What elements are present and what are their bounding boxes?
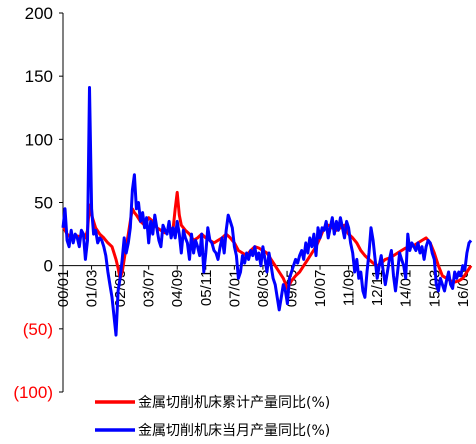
series-line-cumulative bbox=[61, 190, 473, 290]
x-tick-label: 04/09 bbox=[169, 270, 186, 308]
x-tick-label: 08/03 bbox=[255, 270, 272, 308]
x-tick-label: 01/03 bbox=[84, 270, 101, 308]
x-tick-label: 11/09 bbox=[341, 270, 358, 306]
series-lines bbox=[61, 86, 473, 337]
x-tick-label: 00/01 bbox=[55, 270, 72, 308]
y-tick-label: 50 bbox=[34, 194, 53, 213]
y-tick-labels: 200 150 100 50 0 (50) (100) bbox=[13, 4, 63, 402]
legend-label: 金属切削机床当月产量同比(%) bbox=[138, 423, 330, 439]
x-tick-label: 10/07 bbox=[312, 270, 329, 308]
x-tick-label: 05/11 bbox=[198, 270, 215, 306]
x-tick-label: 14/01 bbox=[398, 270, 415, 308]
y-tick-label: 200 bbox=[25, 4, 53, 23]
y-tick-label: (50) bbox=[23, 320, 53, 339]
legend-label: 金属切削机床累计产量同比(%) bbox=[138, 395, 330, 411]
y-tick-label: 100 bbox=[25, 130, 53, 149]
x-tick-labels: 00/01 01/03 02/05 03/07 04/09 05/11 07/01 08/03… bbox=[55, 265, 472, 308]
x-tick-label: 12/11 bbox=[369, 270, 386, 306]
y-tick-label: (100) bbox=[13, 383, 53, 402]
legend: 金属切削机床累计产量同比(%) 金属切削机床当月产量同比(%) bbox=[95, 395, 330, 439]
series-line-monthly bbox=[61, 86, 473, 337]
x-tick-label: 03/07 bbox=[141, 270, 158, 308]
y-tick-label: 0 bbox=[44, 257, 53, 276]
y-tick-label: 150 bbox=[25, 67, 53, 86]
